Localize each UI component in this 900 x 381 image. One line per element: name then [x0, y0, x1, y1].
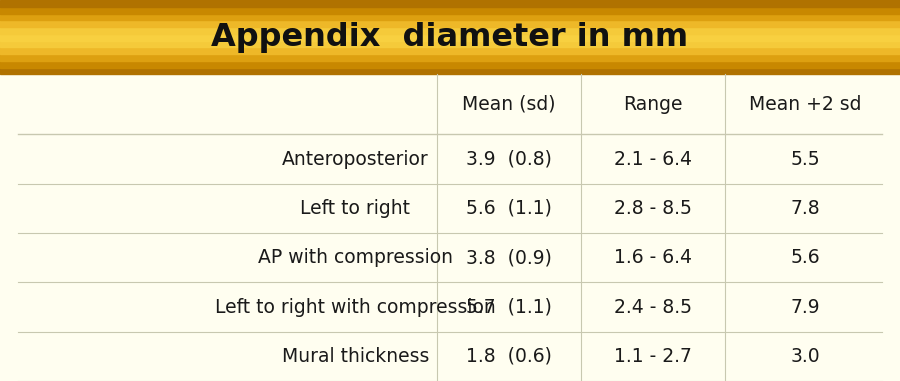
Text: Left to right: Left to right [301, 199, 410, 218]
Text: 7.9: 7.9 [791, 298, 820, 317]
Bar [0, 54, 900, 61]
Text: Mean (sd): Mean (sd) [462, 95, 555, 114]
Bar [0, 47, 900, 54]
Text: 5.7  (1.1): 5.7 (1.1) [465, 298, 552, 317]
Bar [0, 34, 900, 40]
Text: 5.6: 5.6 [791, 248, 820, 267]
Text: 3.9  (0.8): 3.9 (0.8) [465, 150, 552, 169]
Text: 2.4 - 8.5: 2.4 - 8.5 [614, 298, 691, 317]
Text: 7.8: 7.8 [791, 199, 820, 218]
Bar [0, 20, 900, 27]
Bar [0, 6, 900, 13]
Text: 3.0: 3.0 [791, 347, 820, 366]
Bar [0, 40, 900, 47]
Text: 3.8  (0.9): 3.8 (0.9) [465, 248, 552, 267]
Text: 1.6 - 6.4: 1.6 - 6.4 [614, 248, 691, 267]
Text: 1.1 - 2.7: 1.1 - 2.7 [614, 347, 691, 366]
Text: AP with compression: AP with compression [258, 248, 453, 267]
Text: 2.8 - 8.5: 2.8 - 8.5 [614, 199, 691, 218]
Bar [0, 67, 900, 74]
Text: 5.6  (1.1): 5.6 (1.1) [465, 199, 552, 218]
Text: Mean +2 sd: Mean +2 sd [749, 95, 862, 114]
Text: Appendix  diameter in mm: Appendix diameter in mm [212, 22, 688, 53]
Text: Range: Range [623, 95, 682, 114]
Text: 5.5: 5.5 [791, 150, 820, 169]
Bar [0, 13, 900, 20]
Text: Anteroposterior: Anteroposterior [282, 150, 429, 169]
Text: Left to right with compression: Left to right with compression [215, 298, 496, 317]
Bar [0, 27, 900, 34]
Bar [0, 0, 900, 7]
Text: 2.1 - 6.4: 2.1 - 6.4 [614, 150, 691, 169]
Bar [0, 61, 900, 67]
Text: 1.8  (0.6): 1.8 (0.6) [465, 347, 552, 366]
Text: Mural thickness: Mural thickness [282, 347, 429, 366]
